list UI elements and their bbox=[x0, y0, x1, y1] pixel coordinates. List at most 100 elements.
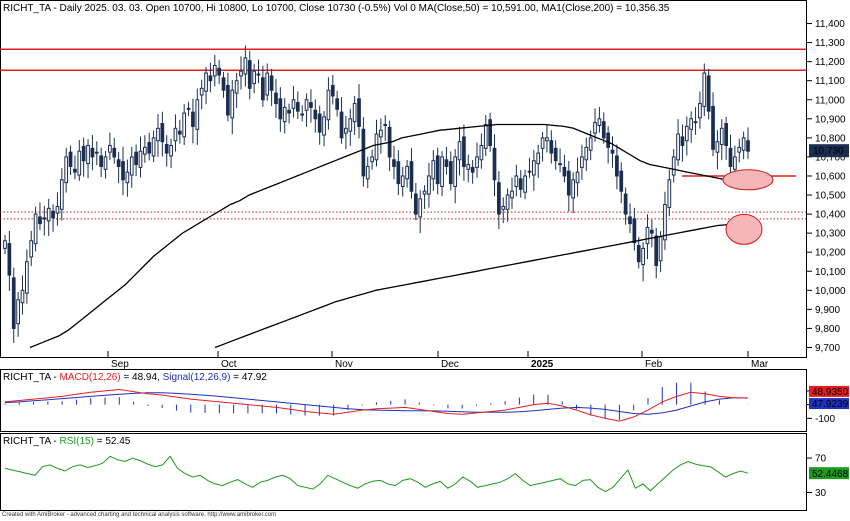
candle-up bbox=[418, 198, 423, 218]
candle-up bbox=[383, 124, 388, 127]
candle-up bbox=[348, 118, 353, 132]
candle-down bbox=[90, 147, 95, 158]
candle-up bbox=[125, 171, 130, 184]
candle-up bbox=[531, 160, 536, 176]
macd-header: RICHT_TA - MACD(12,26) = 48.94, Signal(1… bbox=[3, 372, 267, 383]
highlight-ellipse-ma200 bbox=[725, 213, 763, 245]
date-tick-label: Mar bbox=[751, 359, 769, 370]
ma200-line bbox=[214, 221, 749, 349]
candle-up bbox=[173, 127, 178, 142]
candle-down bbox=[409, 161, 414, 192]
candle-down bbox=[610, 149, 615, 154]
candle-up bbox=[658, 236, 663, 262]
signal-label: Signal(12,26,9) bbox=[162, 372, 231, 383]
candle-down bbox=[448, 161, 453, 185]
candle-down bbox=[247, 60, 252, 89]
ma50-label: MA(Close,50) = 10,591.00, bbox=[418, 3, 539, 14]
candle-up bbox=[16, 299, 20, 325]
candle-up bbox=[156, 127, 160, 142]
candle-down bbox=[527, 170, 532, 173]
candle-down bbox=[217, 67, 222, 76]
candle-up bbox=[584, 146, 589, 161]
signal-line bbox=[4, 392, 749, 415]
candle-up bbox=[20, 289, 25, 304]
candle-down bbox=[470, 166, 475, 173]
ma50-line bbox=[29, 123, 745, 349]
candle-down bbox=[615, 155, 619, 177]
candle-down bbox=[134, 151, 138, 166]
candle-up bbox=[199, 87, 204, 96]
candle-down bbox=[435, 155, 440, 185]
candle-up bbox=[33, 213, 38, 245]
candle-up bbox=[265, 72, 270, 96]
candle-up bbox=[667, 179, 672, 208]
candle-down bbox=[177, 130, 182, 135]
candle-down bbox=[654, 235, 659, 267]
candle-down bbox=[99, 155, 104, 167]
price-tick-label: 10,100 bbox=[815, 267, 846, 278]
candle-up bbox=[326, 89, 331, 121]
candle-down bbox=[619, 170, 624, 192]
price-tick-label: 9,900 bbox=[815, 305, 840, 316]
macd-line bbox=[4, 388, 749, 422]
candle-down bbox=[488, 119, 492, 146]
rsi-tick-label: 30 bbox=[815, 488, 827, 499]
price-tick-label: 11,100 bbox=[815, 76, 845, 87]
rsi-panel-frame bbox=[0, 433, 807, 511]
candle-up bbox=[151, 137, 156, 157]
candle-down bbox=[94, 151, 99, 154]
candle-down bbox=[191, 111, 195, 127]
price-tick-label: 10,800 bbox=[815, 133, 846, 144]
rsi-line bbox=[4, 455, 749, 493]
candle-down bbox=[300, 113, 305, 116]
candle-down bbox=[208, 75, 213, 82]
candle-down bbox=[413, 193, 418, 215]
macd-value-tag-label: 48.9350 bbox=[812, 387, 849, 398]
price-tick-label: 10,300 bbox=[815, 229, 846, 240]
candle-down bbox=[632, 218, 637, 244]
candle-down bbox=[392, 159, 396, 167]
candle-up bbox=[684, 125, 689, 142]
candle-up bbox=[108, 144, 112, 153]
last-price-tag bbox=[809, 144, 849, 158]
candle-up bbox=[370, 156, 374, 163]
candle-down bbox=[562, 166, 567, 177]
candle-up bbox=[230, 89, 235, 119]
candle-down bbox=[278, 98, 283, 120]
candle-down bbox=[256, 73, 261, 76]
date-tick-label: Feb bbox=[645, 359, 663, 370]
price-tick-label: 11,000 bbox=[815, 95, 845, 106]
candle-down bbox=[274, 92, 278, 105]
candle-down bbox=[313, 109, 318, 120]
candle-up bbox=[641, 247, 645, 266]
price-tick-label: 11,200 bbox=[815, 57, 845, 68]
candle-down bbox=[566, 170, 571, 196]
candle-up bbox=[523, 175, 527, 193]
candle-up bbox=[676, 133, 680, 161]
price-tick-label: 10,700 bbox=[815, 152, 846, 163]
candle-down bbox=[649, 229, 654, 234]
candle-down bbox=[728, 147, 733, 167]
candle-down bbox=[606, 132, 610, 148]
candle-up bbox=[400, 175, 405, 187]
candle-down bbox=[636, 245, 641, 263]
signal-value-tag-label: 47.9239 bbox=[812, 399, 849, 410]
candle-up bbox=[3, 240, 7, 249]
candle-down bbox=[11, 277, 16, 329]
candle-up bbox=[374, 133, 379, 161]
candle-up bbox=[593, 122, 597, 134]
candle-down bbox=[553, 147, 558, 162]
candle-up bbox=[427, 175, 431, 195]
candle-down bbox=[226, 84, 230, 116]
candle-down bbox=[121, 161, 125, 181]
rsi-tick-label: 70 bbox=[815, 454, 827, 465]
macd-label: MACD(12,26) bbox=[59, 372, 121, 383]
candle-down bbox=[164, 144, 169, 154]
candle-down bbox=[38, 216, 42, 225]
candle-up bbox=[453, 156, 458, 187]
candle-up bbox=[212, 64, 217, 77]
highlight-ellipse-ma50 bbox=[722, 169, 774, 191]
candle-up bbox=[501, 205, 506, 210]
price-tick-label: 10,200 bbox=[815, 248, 846, 259]
candle-up bbox=[29, 240, 34, 258]
